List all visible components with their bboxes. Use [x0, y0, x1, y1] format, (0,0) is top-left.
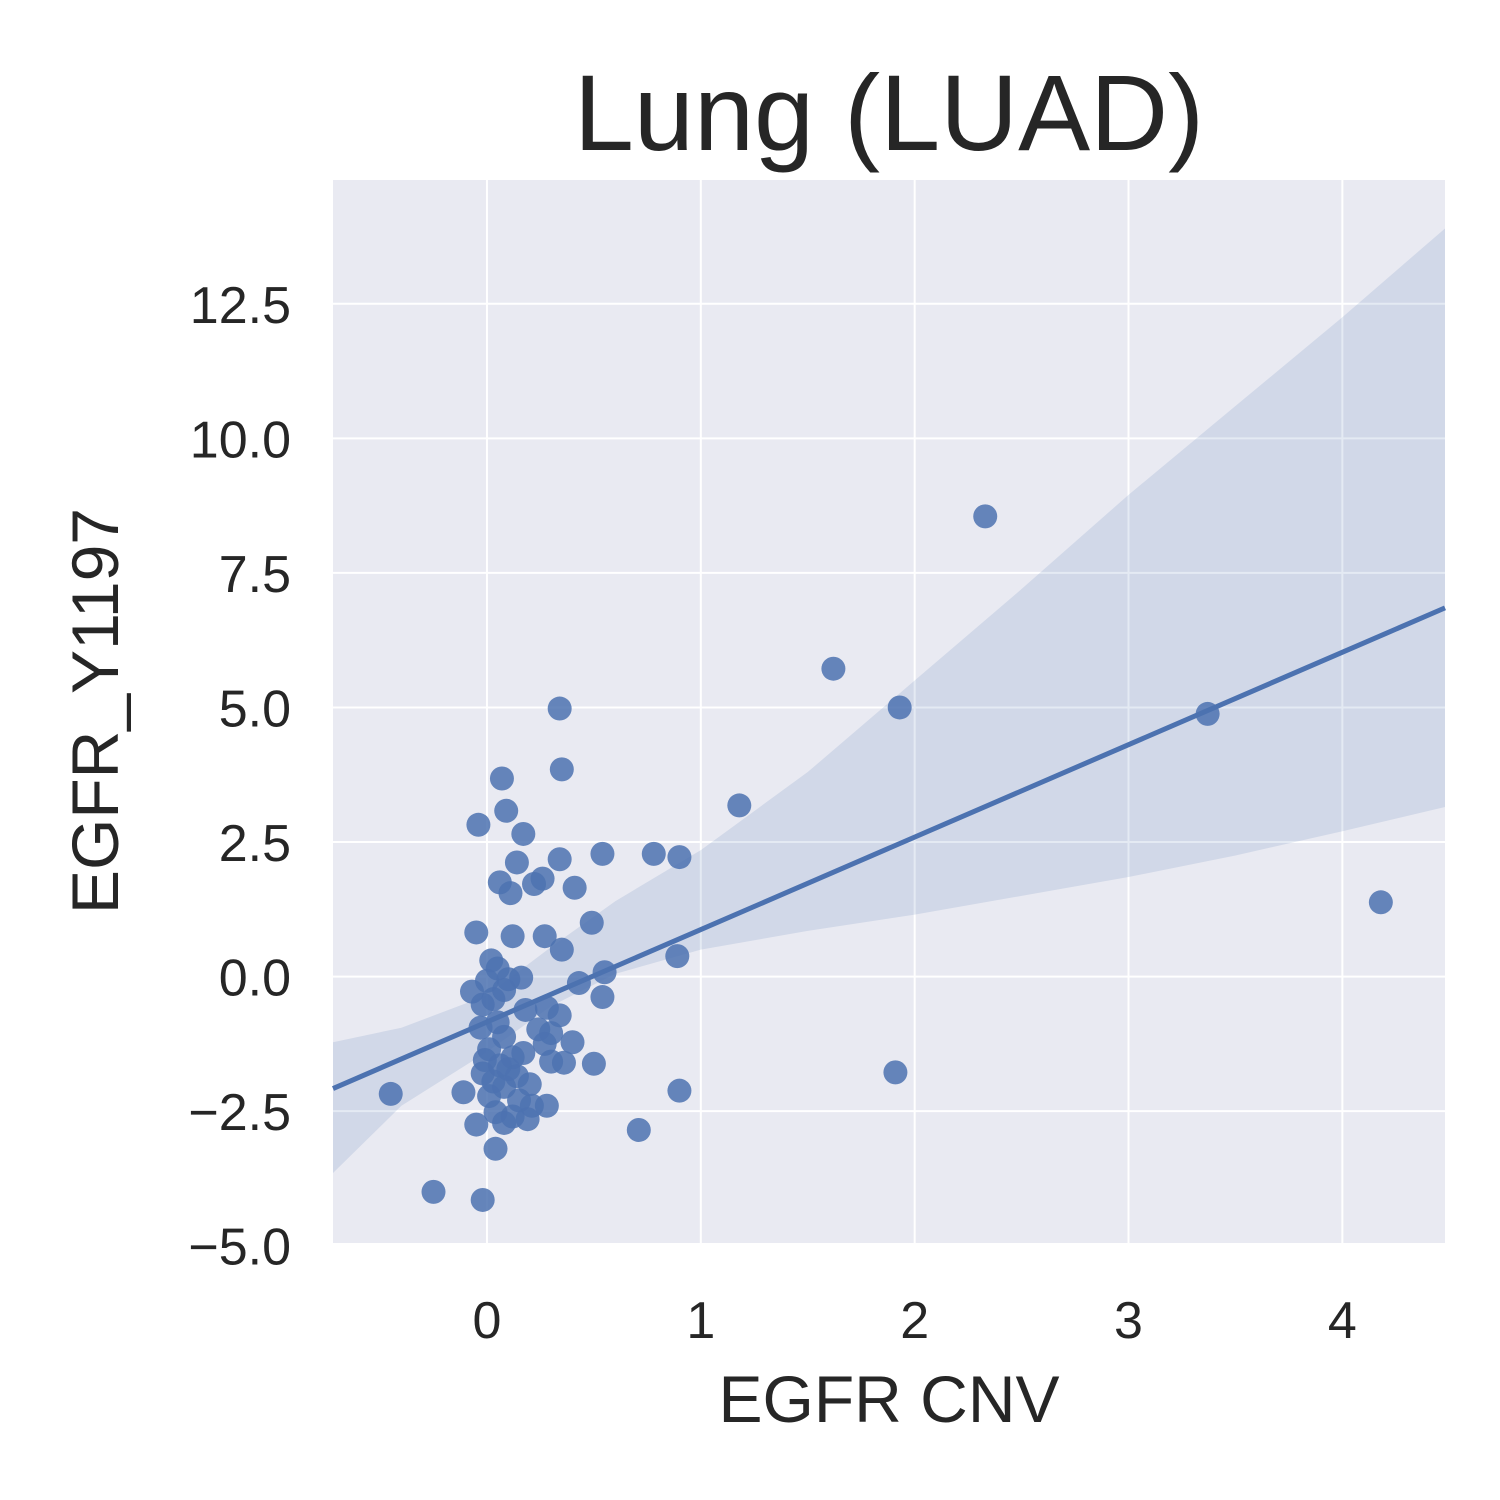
data-point	[590, 841, 615, 866]
data-point	[498, 881, 523, 906]
x-tick-labels: 0 1 2 3 4	[473, 1292, 1357, 1350]
y-axis-label: EGFR_Y1197	[58, 508, 132, 914]
data-point	[560, 1030, 585, 1055]
data-point	[665, 944, 690, 969]
points-layer	[378, 504, 1393, 1212]
data-point	[821, 656, 846, 681]
data-point	[421, 1179, 446, 1204]
data-point	[522, 872, 547, 897]
y-tick-labels: −5.0 −2.5 0.0 2.5 5.0 7.5 10.0 12.5	[188, 277, 291, 1277]
data-point	[551, 1050, 576, 1075]
data-point	[483, 1136, 508, 1161]
data-point	[581, 1051, 606, 1076]
data-point	[466, 812, 491, 837]
data-point	[378, 1081, 403, 1106]
data-point	[504, 850, 529, 875]
data-point	[500, 924, 525, 949]
data-point	[534, 1093, 559, 1118]
y-tick-label: −2.5	[188, 1084, 291, 1142]
data-point	[590, 985, 615, 1010]
regression-line-layer	[332, 605, 1446, 1091]
data-point	[667, 845, 692, 870]
data-point	[579, 910, 604, 935]
data-point	[470, 992, 495, 1017]
y-tick-label: 12.5	[190, 277, 291, 335]
data-point	[532, 924, 557, 949]
data-point	[1368, 890, 1393, 915]
data-point	[547, 847, 572, 872]
x-tick-label: 4	[1328, 1292, 1357, 1350]
data-point	[515, 1107, 540, 1132]
data-point	[494, 798, 519, 823]
data-point	[883, 1060, 908, 1085]
data-point	[549, 937, 574, 962]
x-tick-label: 1	[686, 1292, 715, 1350]
data-point	[626, 1117, 651, 1142]
y-tick-label: −5.0	[188, 1219, 291, 1277]
y-tick-label: 10.0	[190, 411, 291, 469]
data-point	[492, 1110, 517, 1135]
data-point	[534, 995, 559, 1020]
data-point	[641, 841, 666, 866]
y-tick-label: 0.0	[219, 950, 291, 1008]
regression-line	[332, 605, 1446, 1091]
confidence-band-layer	[333, 228, 1445, 1174]
x-tick-label: 2	[900, 1292, 929, 1350]
y-tick-label: 2.5	[219, 815, 291, 873]
x-tick-label: 0	[473, 1292, 502, 1350]
data-point	[470, 1187, 495, 1212]
data-point	[489, 766, 514, 791]
data-point	[562, 875, 587, 900]
confidence-band	[333, 228, 1445, 1174]
data-point	[887, 695, 912, 720]
y-tick-label: 5.0	[219, 680, 291, 738]
x-axis-label: EGFR CNV	[718, 1362, 1059, 1436]
chart-title: Lung (LUAD)	[574, 52, 1204, 173]
data-point	[549, 757, 574, 782]
data-point	[451, 1080, 476, 1105]
data-point	[973, 504, 998, 529]
data-point	[727, 793, 752, 818]
x-tick-label: 3	[1114, 1292, 1143, 1350]
data-point	[464, 1112, 489, 1137]
data-point	[464, 920, 489, 945]
data-point	[547, 696, 572, 721]
y-tick-label: 7.5	[219, 546, 291, 604]
data-point	[667, 1078, 692, 1103]
data-point	[511, 821, 536, 846]
